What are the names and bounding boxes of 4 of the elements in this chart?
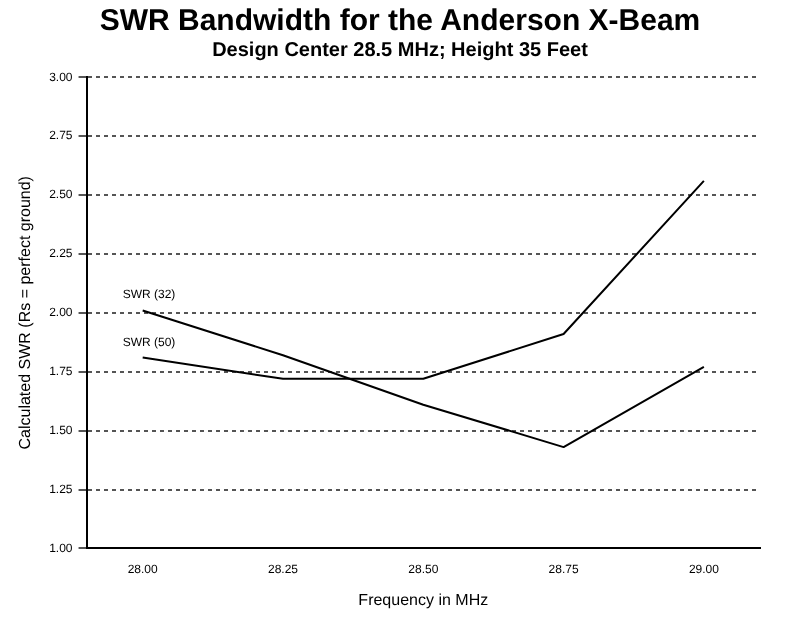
chart-title: SWR Bandwidth for the Anderson X-Beam: [97, 4, 703, 38]
x-axis-title: Frequency in MHz: [358, 590, 489, 609]
y-axis-title: Calculated SWR (Rs = perfect ground): [16, 175, 35, 450]
chart-subtitle: Design Center 28.5 MHz; Height 35 Feet: [210, 40, 590, 62]
